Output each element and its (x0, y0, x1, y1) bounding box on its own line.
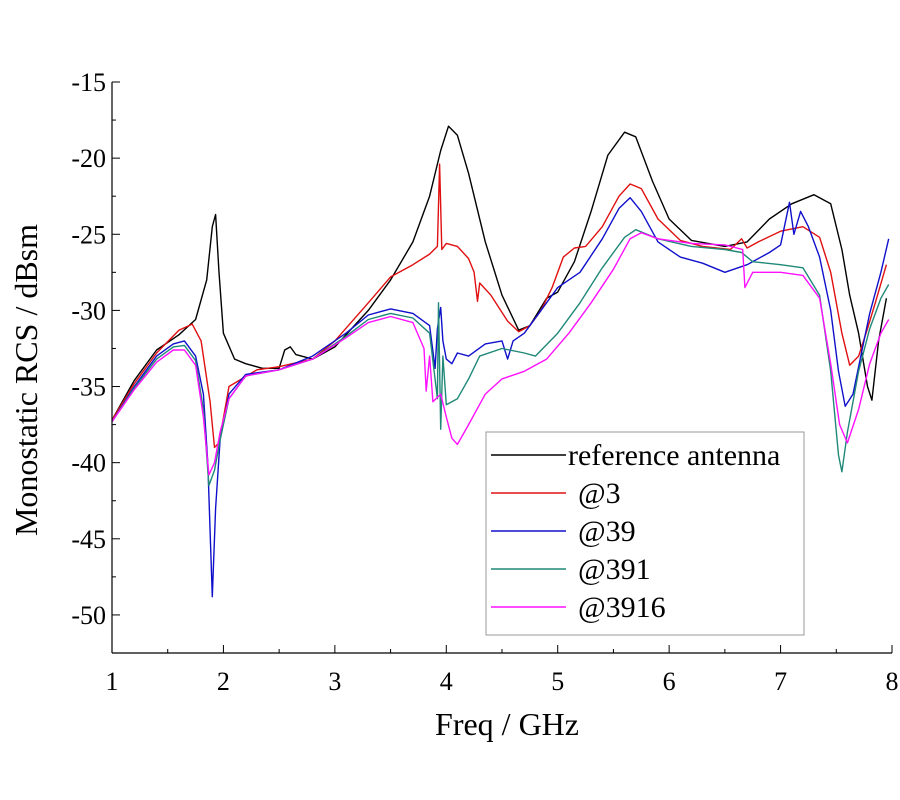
x-tick-label: 5 (551, 667, 564, 696)
plot-area (112, 125, 890, 598)
y-tick-label: -50 (71, 601, 106, 630)
x-tick-label: 1 (106, 667, 119, 696)
legend-label: @391 (578, 553, 651, 586)
legend: reference antenna @3 @39 @391 @3916 (485, 431, 805, 636)
y-tick-label: -35 (71, 373, 106, 402)
x-tick-label: 2 (217, 667, 230, 696)
y-tick-label: -45 (71, 525, 106, 554)
legend-label: @3 (578, 477, 621, 510)
x-tick-label: 8 (886, 667, 899, 696)
y-tick-label: -15 (71, 68, 106, 97)
x-tick-label: 3 (328, 667, 341, 696)
y-tick-label: -30 (71, 296, 106, 325)
legend-box (485, 431, 805, 636)
y-axis-title: Monostatic RCS / dBsm (8, 224, 44, 536)
series-line-39 (112, 197, 890, 598)
axes: 1 2 3 4 5 6 7 8 -15 -20 -25 -30 -35 -40 -45 -50 (71, 68, 898, 696)
y-tick-label: -25 (71, 220, 106, 249)
legend-label: @39 (578, 515, 636, 548)
series-line-reference-antenna (112, 125, 888, 421)
series-line-3 (112, 163, 888, 449)
legend-label: reference antenna (568, 439, 780, 472)
x-axis-title: Freq / GHz (435, 706, 579, 742)
x-tick-label: 7 (774, 667, 787, 696)
legend-label: @3916 (578, 591, 666, 624)
series-line-391 (112, 229, 890, 487)
y-tick-label: -20 (71, 144, 106, 173)
y-tick-label: -40 (71, 449, 106, 478)
series-line-3916 (112, 232, 890, 476)
x-tick-label: 4 (440, 667, 453, 696)
x-tick-label: 6 (663, 667, 676, 696)
